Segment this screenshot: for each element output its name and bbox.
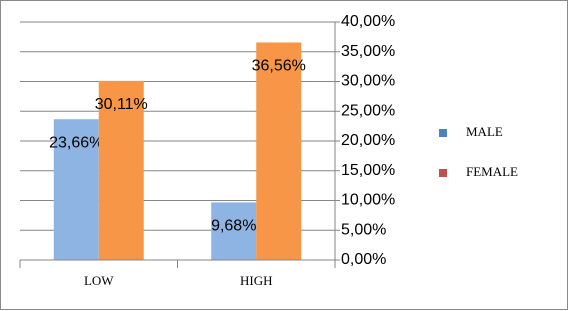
legend-label: FEMALE: [466, 164, 518, 179]
value-label: 23,66%: [49, 134, 103, 151]
y-tick-label: 10,00%: [341, 192, 395, 209]
bar: [53, 119, 99, 261]
legend-swatch: [439, 169, 447, 177]
value-label: 30,11%: [95, 96, 148, 113]
bar: [211, 202, 257, 260]
y-tick-label: 35,00%: [341, 43, 395, 60]
y-tick-label: 15,00%: [341, 162, 395, 179]
x-tick-label: LOW: [84, 273, 114, 288]
y-tick-label: 20,00%: [341, 132, 395, 149]
value-label: 9,68%: [211, 218, 256, 235]
y-tick-label: 40,00%: [341, 13, 395, 30]
y-tick-label: 5,00%: [341, 221, 386, 238]
legend-swatch: [439, 129, 447, 137]
y-tick-label: 25,00%: [341, 102, 395, 119]
value-label: 36,56%: [252, 58, 306, 75]
y-tick-label: 30,00%: [341, 73, 395, 90]
y-tick-label: 0,00%: [341, 251, 386, 268]
legend-label: MALE: [466, 124, 503, 139]
bar: [98, 80, 144, 261]
bar: [256, 42, 302, 260]
x-tick-label: HIGH: [240, 273, 273, 288]
